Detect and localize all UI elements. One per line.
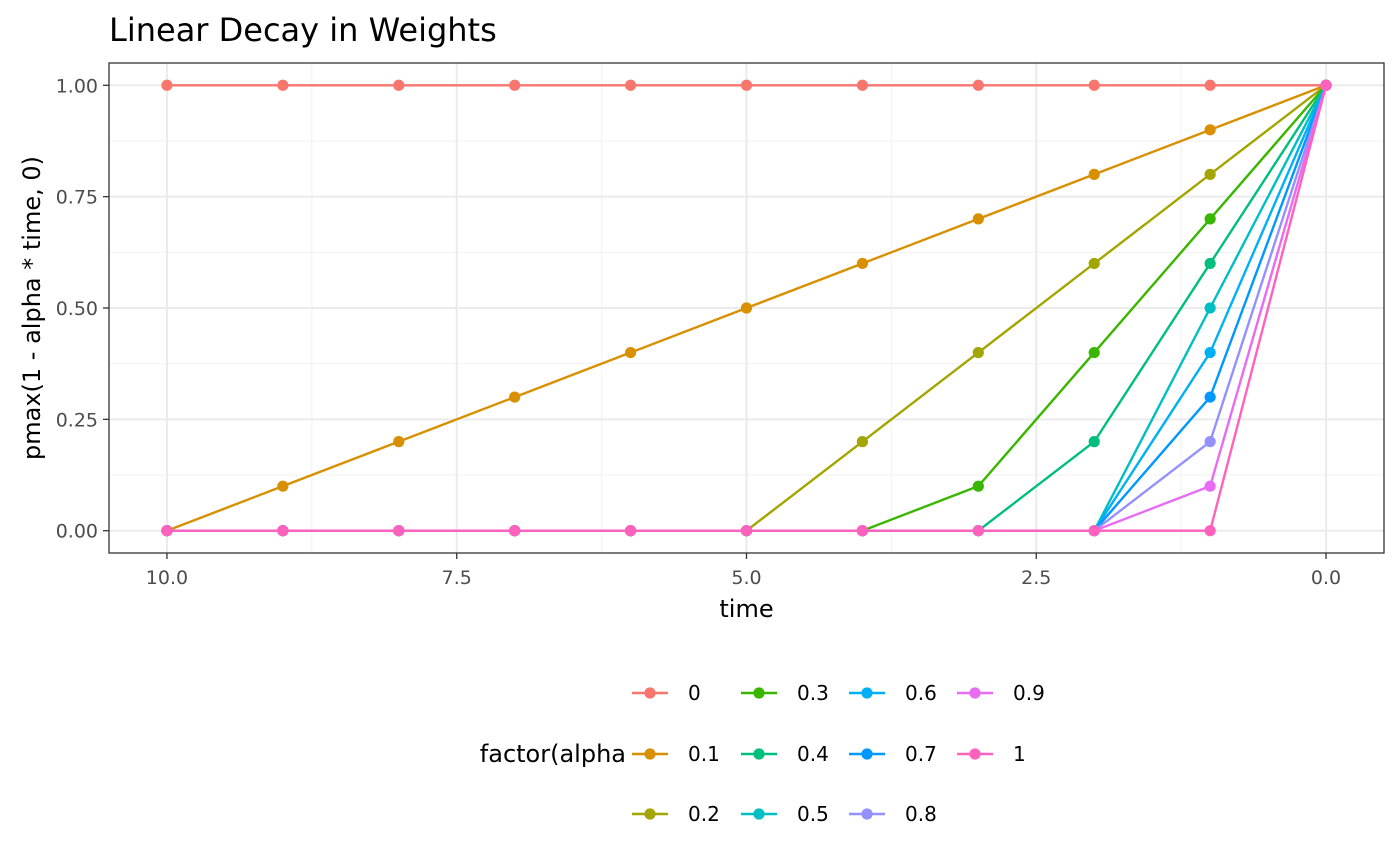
- legend-key-point: [644, 748, 656, 760]
- legend-label: 0: [688, 681, 701, 705]
- legend-key-point: [753, 748, 765, 760]
- data-point: [856, 79, 869, 91]
- legend-key-point: [753, 687, 765, 699]
- data-point: [277, 79, 289, 91]
- data-point: [161, 79, 173, 91]
- y-tick-label: 0.25: [56, 409, 98, 431]
- data-point: [856, 436, 869, 448]
- legend-key-point: [644, 687, 656, 699]
- y-tick-label: 0.00: [56, 521, 98, 543]
- data-point: [393, 436, 405, 448]
- legend-item-1: 1: [957, 742, 1026, 766]
- data-point: [1088, 525, 1100, 537]
- y-tick-label: 0.50: [56, 298, 98, 320]
- data-point: [1204, 302, 1216, 314]
- x-tick-label: 0.0: [1311, 567, 1341, 589]
- data-point: [972, 525, 984, 537]
- legend-item-0.9: 0.9: [957, 681, 1045, 705]
- y-tick-label: 0.75: [56, 187, 98, 209]
- legend-item-0.3: 0.3: [741, 681, 829, 705]
- data-point: [740, 302, 753, 314]
- legend-key-point: [969, 748, 981, 760]
- data-point: [972, 480, 984, 492]
- legend: factor(alpha 0 0.1 0.2 0.3 0.4 0.5 0.6 0.7 0.8 0.…: [480, 681, 1045, 826]
- legend-label: 0.5: [797, 802, 829, 826]
- data-point: [1204, 213, 1216, 225]
- legend-item-0.6: 0.6: [849, 681, 937, 705]
- legend-label: 0.9: [1013, 681, 1045, 705]
- data-point: [277, 480, 289, 492]
- data-point: [856, 257, 869, 270]
- y-tick-label: 1.00: [56, 75, 98, 97]
- data-point: [624, 79, 637, 91]
- legend-label: 0.6: [905, 681, 937, 705]
- legend-item-0.1: 0.1: [632, 742, 720, 766]
- data-point: [1204, 525, 1216, 537]
- data-point: [1204, 257, 1216, 270]
- y-axis: 0.00 0.25 0.50 0.75 1.00: [56, 75, 109, 543]
- data-point: [1204, 124, 1216, 136]
- legend-item-0.4: 0.4: [741, 742, 829, 766]
- legend-item-0: 0: [632, 681, 701, 705]
- data-point: [1088, 168, 1100, 180]
- data-point: [1088, 346, 1100, 359]
- data-point: [393, 79, 405, 91]
- data-point: [1204, 168, 1216, 180]
- data-point: [972, 346, 984, 359]
- data-point: [740, 79, 753, 91]
- x-axis-title: time: [719, 595, 773, 623]
- data-point: [624, 346, 637, 359]
- legend-key-point: [753, 808, 765, 820]
- legend-key-point: [969, 687, 981, 699]
- legend-key-point: [861, 687, 873, 699]
- legend-label: 0.1: [688, 742, 720, 766]
- data-point: [509, 525, 521, 537]
- legend-key-point: [861, 808, 873, 820]
- x-axis: 10.0 7.5 5.0 2.5 0.0: [146, 553, 1341, 589]
- data-point: [1204, 391, 1216, 403]
- data-point: [509, 79, 521, 91]
- data-point: [393, 525, 405, 537]
- legend-label: 0.2: [688, 802, 720, 826]
- y-axis-title: pmax(1 - alpha * time, 0): [18, 156, 46, 460]
- legend-label: 0.3: [797, 681, 829, 705]
- series-0: [161, 79, 1332, 91]
- legend-key-point: [861, 748, 873, 760]
- data-point: [1204, 79, 1216, 91]
- data-point: [161, 525, 173, 537]
- x-tick-label: 2.5: [1021, 567, 1051, 589]
- data-point: [856, 525, 869, 537]
- legend-label: 0.8: [905, 802, 937, 826]
- data-point: [1204, 346, 1216, 359]
- legend-title: factor(alpha: [480, 740, 626, 768]
- x-tick-label: 10.0: [146, 567, 188, 589]
- data-point: [277, 525, 289, 537]
- chart-title: Linear Decay in Weights: [109, 11, 497, 49]
- series-1: [161, 79, 1332, 537]
- legend-label: 1: [1013, 742, 1026, 766]
- data-point: [1088, 436, 1100, 448]
- data-point: [624, 525, 637, 537]
- data-point: [1204, 480, 1216, 492]
- data-point: [972, 79, 984, 91]
- legend-item-0.7: 0.7: [849, 742, 937, 766]
- series-layer: [161, 79, 1332, 537]
- data-point: [1320, 79, 1332, 91]
- x-tick-label: 5.0: [731, 567, 761, 589]
- legend-item-0.5: 0.5: [741, 802, 829, 826]
- data-point: [972, 213, 984, 225]
- legend-key-point: [644, 808, 656, 820]
- data-point: [740, 525, 753, 537]
- data-point: [1204, 436, 1216, 448]
- legend-item-0.8: 0.8: [849, 802, 937, 826]
- data-point: [1088, 79, 1100, 91]
- legend-item-0.2: 0.2: [632, 802, 720, 826]
- x-tick-label: 7.5: [442, 567, 472, 589]
- legend-label: 0.4: [797, 742, 829, 766]
- data-point: [509, 391, 521, 403]
- data-point: [1088, 257, 1100, 270]
- legend-label: 0.7: [905, 742, 937, 766]
